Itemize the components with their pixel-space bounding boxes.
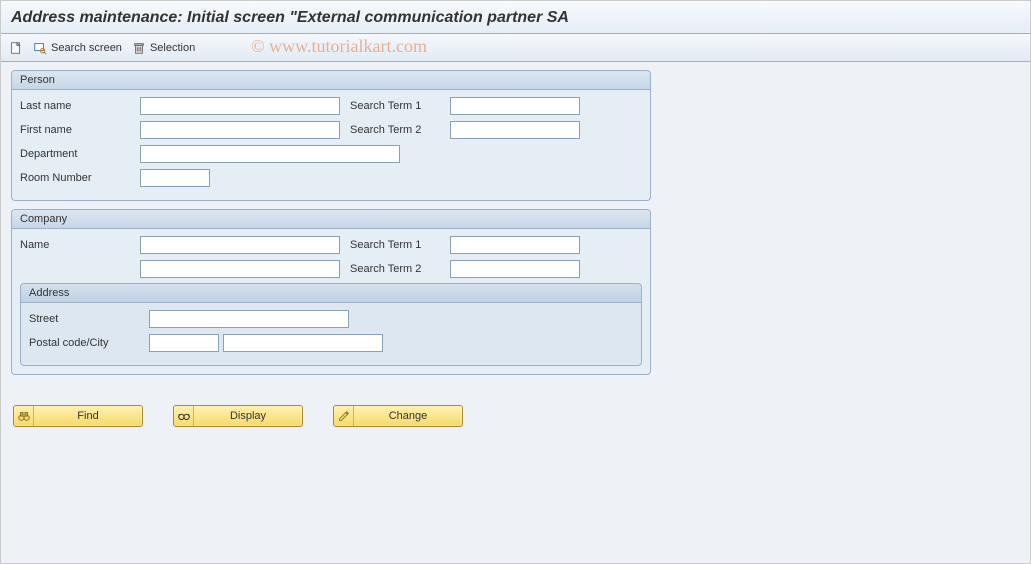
company-name2-field[interactable]	[140, 260, 340, 278]
company-search1-label: Search Term 1	[350, 239, 450, 251]
postal-field[interactable]	[149, 334, 219, 352]
first-name-field[interactable]	[140, 121, 340, 139]
search-screen-icon	[33, 41, 47, 55]
toolbar: Search screen Selection © www.tutorialka…	[1, 34, 1030, 62]
person-title: Person	[12, 71, 650, 90]
postal-label: Postal code/City	[29, 337, 149, 349]
street-label: Street	[29, 313, 149, 325]
change-label: Change	[354, 410, 462, 422]
pencil-icon	[337, 409, 351, 423]
room-label: Room Number	[20, 172, 140, 184]
city-field[interactable]	[223, 334, 383, 352]
company-group: Company Name Search Term 1 Search Term 2…	[11, 209, 651, 375]
street-field[interactable]	[149, 310, 349, 328]
display-label: Display	[194, 410, 302, 422]
department-field[interactable]	[140, 145, 400, 163]
display-button[interactable]: Display	[173, 405, 303, 427]
search1-label: Search Term 1	[350, 100, 450, 112]
selection-button[interactable]: Selection	[132, 41, 195, 55]
first-name-label: First name	[20, 124, 140, 136]
last-name-label: Last name	[20, 100, 140, 112]
department-label: Department	[20, 148, 140, 160]
room-field[interactable]	[140, 169, 210, 187]
page-icon	[9, 41, 23, 55]
trash-icon	[132, 41, 146, 55]
new-button[interactable]	[9, 41, 23, 55]
find-button[interactable]: Find	[13, 405, 143, 427]
search1-field[interactable]	[450, 97, 580, 115]
address-group: Address Street Postal code/City	[20, 283, 642, 366]
company-search2-label: Search Term 2	[350, 263, 450, 275]
company-name-label: Name	[20, 239, 140, 251]
company-search1-field[interactable]	[450, 236, 580, 254]
binoculars-icon	[17, 409, 31, 423]
company-search2-field[interactable]	[450, 260, 580, 278]
address-title: Address	[21, 284, 641, 303]
page-title: Address maintenance: Initial screen "Ext…	[1, 1, 1030, 34]
company-title: Company	[12, 210, 650, 229]
person-group: Person Last name Search Term 1 First nam…	[11, 70, 651, 201]
last-name-field[interactable]	[140, 97, 340, 115]
search-screen-label: Search screen	[51, 42, 122, 54]
search-screen-button[interactable]: Search screen	[33, 41, 122, 55]
selection-label: Selection	[150, 42, 195, 54]
search2-label: Search Term 2	[350, 124, 450, 136]
search2-field[interactable]	[450, 121, 580, 139]
company-name1-field[interactable]	[140, 236, 340, 254]
find-label: Find	[34, 410, 142, 422]
glasses-icon	[177, 409, 191, 423]
change-button[interactable]: Change	[333, 405, 463, 427]
watermark: © www.tutorialkart.com	[251, 36, 427, 57]
